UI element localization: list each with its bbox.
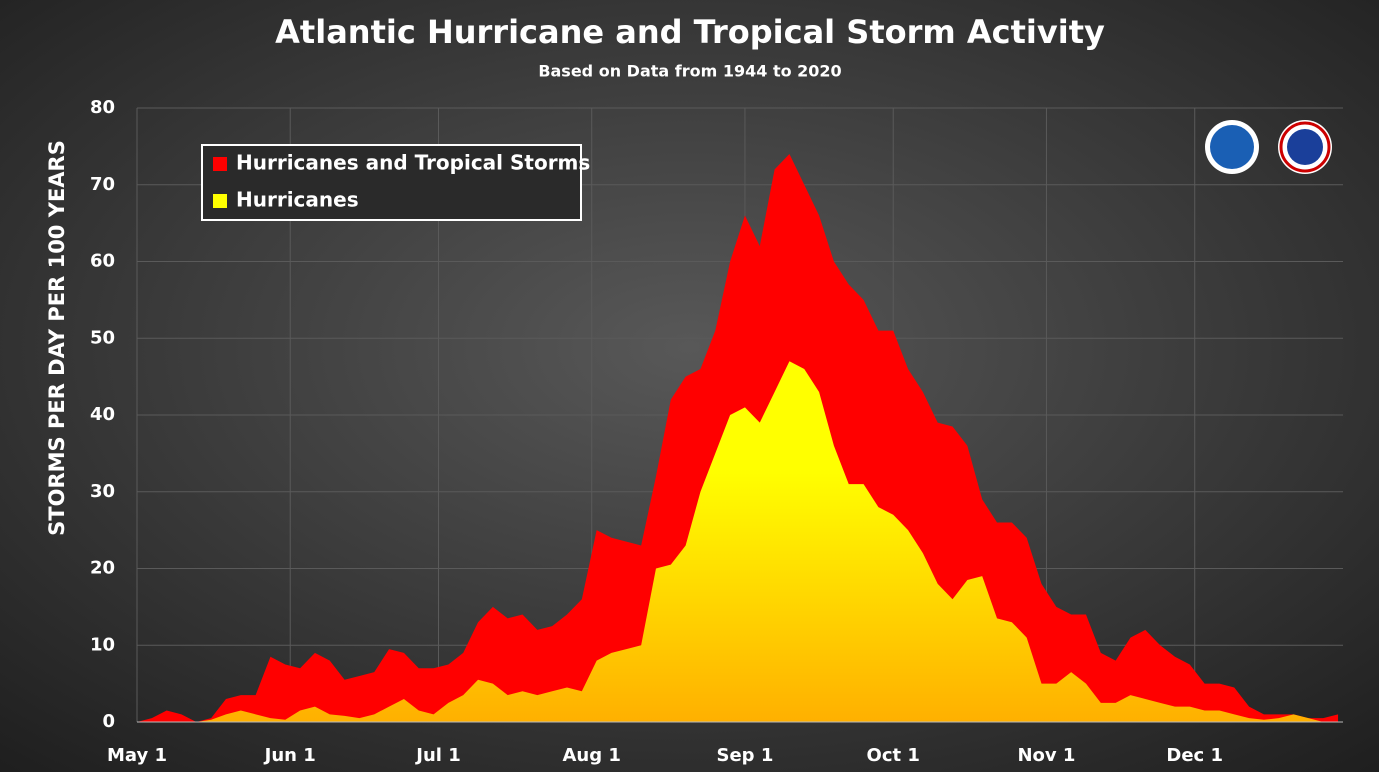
plot-area: [137, 154, 1339, 723]
x-tick-label: Sep 1: [717, 745, 774, 766]
area: [137, 361, 1339, 722]
y-tick-label: 40: [90, 404, 115, 425]
x-tick-label: Nov 1: [1017, 745, 1075, 766]
y-tick-label: 0: [102, 711, 115, 732]
x-tick-label: Jul 1: [414, 745, 460, 766]
legend-swatch: [213, 157, 227, 171]
x-tick-label: Dec 1: [1166, 745, 1223, 766]
x-tick-label: Jun 1: [263, 745, 316, 766]
y-tick-label: 10: [90, 634, 115, 655]
y-tick-label: 60: [90, 251, 115, 272]
y-axis-title: STORMS PER DAY PER 100 YEARS: [45, 140, 69, 536]
x-tick-label: Oct 1: [867, 745, 920, 766]
legend-swatch: [213, 194, 227, 208]
noaa-logo-inner: [1210, 125, 1254, 169]
y-tick-label: 70: [90, 174, 115, 195]
legend-label: Hurricanes: [236, 188, 359, 212]
nws-logo-ring: [1279, 121, 1331, 173]
chart-title: Atlantic Hurricane and Tropical Storm Ac…: [275, 13, 1105, 51]
y-tick-label: 50: [90, 327, 115, 348]
x-tick-label: Aug 1: [563, 745, 621, 766]
ticks: 0 10 20 30 40 50 60 70 80 May 1 Jun 1 Jul 1 Aug 1 Sep…: [90, 97, 1343, 766]
nws-logo-inner: [1287, 129, 1323, 165]
x-tick-label: May 1: [107, 745, 167, 766]
logos: [1205, 120, 1332, 174]
chart-subtitle: Based on Data from 1944 to 2020: [538, 62, 841, 81]
y-tick-label: 30: [90, 481, 115, 502]
legend: Hurricanes and Tropical Storms Hurricanes: [201, 144, 590, 221]
legend-box: [201, 144, 582, 221]
y-tick-label: 80: [90, 97, 115, 118]
y-tick-label: 20: [90, 558, 115, 579]
legend-label: Hurricanes and Tropical Storms: [236, 151, 590, 175]
